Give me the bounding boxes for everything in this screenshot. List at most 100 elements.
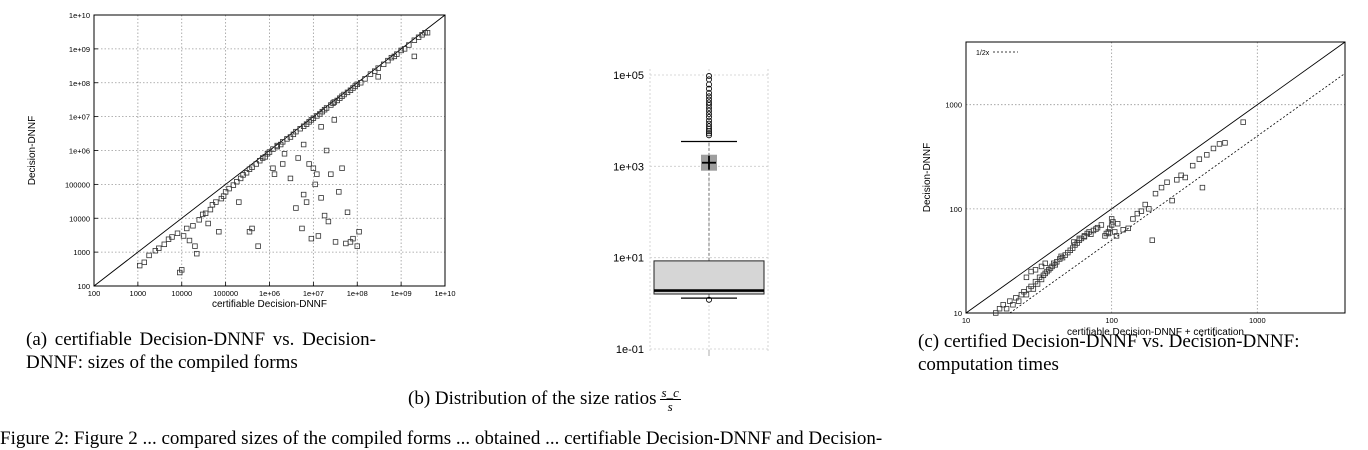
outlier-point bbox=[706, 90, 713, 97]
y-tick-label: 1e+09 bbox=[69, 45, 90, 54]
data-point bbox=[1000, 302, 1006, 308]
data-point bbox=[375, 74, 381, 80]
data-point bbox=[1007, 298, 1013, 304]
x-tick-label: 1000 bbox=[130, 289, 147, 298]
data-point bbox=[184, 225, 190, 232]
data-point bbox=[180, 233, 187, 239]
outlier-point bbox=[706, 76, 713, 83]
data-point bbox=[1113, 233, 1120, 239]
data-point bbox=[321, 212, 328, 219]
y-tick-label: 10000 bbox=[69, 214, 90, 223]
data-point bbox=[1158, 184, 1165, 191]
data-point bbox=[394, 51, 400, 57]
data-point bbox=[300, 191, 307, 198]
data-point bbox=[293, 205, 299, 211]
x-tick-label: 10000 bbox=[171, 289, 192, 298]
data-point bbox=[303, 199, 310, 205]
data-point bbox=[331, 99, 338, 105]
data-point bbox=[1149, 237, 1155, 243]
data-point bbox=[1152, 190, 1159, 197]
data-point bbox=[207, 206, 214, 213]
outlier-point bbox=[706, 120, 713, 127]
data-point bbox=[1240, 119, 1246, 125]
data-point bbox=[1112, 229, 1118, 235]
data-point bbox=[1125, 225, 1131, 232]
data-point bbox=[1003, 305, 1010, 312]
data-point bbox=[331, 117, 338, 123]
data-point bbox=[1204, 152, 1210, 158]
data-point bbox=[194, 250, 200, 257]
outlier-point bbox=[706, 114, 713, 121]
data-point bbox=[411, 37, 418, 43]
data-point bbox=[336, 189, 342, 195]
data-point bbox=[1032, 267, 1039, 273]
x-tick-label: 100000 bbox=[213, 289, 238, 298]
data-point bbox=[295, 155, 301, 161]
data-point bbox=[401, 46, 408, 52]
caption-c: (c) certified Decision-DNNF vs. Decision… bbox=[918, 331, 1300, 375]
data-point bbox=[372, 68, 378, 74]
data-point bbox=[310, 165, 317, 171]
outlier-point bbox=[706, 132, 713, 139]
outlier-point bbox=[706, 73, 713, 80]
data-point bbox=[406, 42, 412, 48]
data-point bbox=[255, 243, 261, 249]
data-point bbox=[1028, 268, 1034, 275]
fraction-numerator: s_c bbox=[659, 385, 681, 400]
data-point bbox=[136, 262, 143, 269]
data-point bbox=[287, 175, 294, 182]
outlier-point bbox=[706, 117, 713, 124]
data-point bbox=[344, 209, 351, 215]
y-axis-label: Decision-DNNF bbox=[922, 143, 933, 212]
data-point bbox=[1047, 265, 1054, 271]
data-point bbox=[266, 149, 273, 155]
outlier-point bbox=[706, 130, 713, 137]
data-point bbox=[325, 218, 332, 225]
data-point bbox=[1049, 263, 1055, 270]
data-point bbox=[1030, 286, 1037, 292]
data-point bbox=[234, 178, 240, 185]
data-point bbox=[1174, 177, 1180, 183]
data-point bbox=[306, 161, 312, 167]
outlier-point bbox=[706, 128, 713, 135]
data-point bbox=[236, 199, 242, 205]
data-point bbox=[380, 61, 387, 68]
data-point bbox=[202, 210, 209, 216]
data-point bbox=[1042, 260, 1048, 267]
data-point bbox=[146, 252, 152, 259]
data-point bbox=[281, 151, 288, 157]
data-point bbox=[385, 57, 391, 64]
data-point bbox=[1182, 174, 1188, 181]
y-tick-label: 1e+08 bbox=[69, 79, 90, 88]
data-point bbox=[424, 30, 431, 36]
data-point bbox=[192, 243, 198, 249]
legend-label: 1/2x bbox=[976, 50, 990, 57]
y-tick-label: 1e+07 bbox=[69, 113, 90, 122]
y-tick-label: 10 bbox=[954, 309, 962, 318]
scatter-chart-a: 100 1000 10000 100000 1e+06 1e+07 1e+08 1e+09 1e… bbox=[27, 11, 456, 310]
outlier-point bbox=[706, 107, 713, 114]
data-point bbox=[1164, 179, 1170, 185]
half-x-line bbox=[1009, 73, 1346, 314]
data-point bbox=[1196, 156, 1203, 162]
data-point bbox=[343, 240, 349, 247]
data-point bbox=[1189, 162, 1196, 169]
outlier-point bbox=[706, 85, 713, 92]
data-point bbox=[1210, 145, 1217, 152]
data-point bbox=[375, 65, 381, 71]
caption-b: (b) Distribution of the size ratios s_c s bbox=[408, 386, 868, 413]
caption-a: (a) certifiable Decision-DNNF vs. Decisi… bbox=[26, 329, 376, 373]
data-point bbox=[230, 182, 237, 188]
box-iqr bbox=[653, 260, 765, 295]
data-point bbox=[1098, 222, 1105, 228]
x-tick-label: 10 bbox=[962, 316, 970, 325]
data-point bbox=[1093, 226, 1099, 232]
data-point bbox=[308, 235, 315, 242]
data-point bbox=[1081, 234, 1088, 240]
data-point bbox=[323, 105, 330, 111]
data-point bbox=[1013, 295, 1019, 301]
data-point bbox=[141, 259, 147, 266]
data-point bbox=[186, 237, 193, 244]
fraction-denominator: s bbox=[667, 399, 673, 414]
plot-frame bbox=[93, 14, 446, 287]
